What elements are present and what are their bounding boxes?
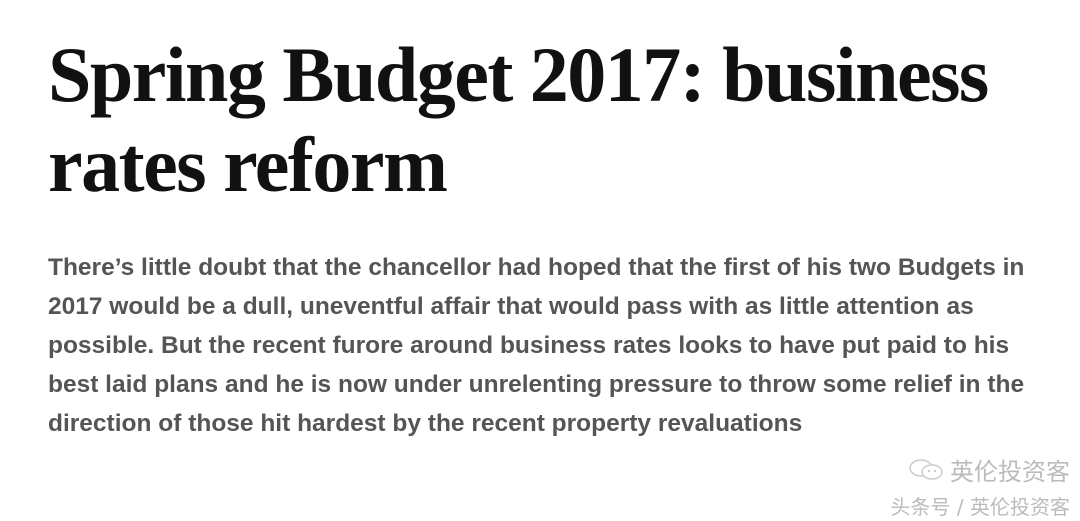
watermark: 英伦投资客 头条号 / 英伦投资客 [891,452,1070,520]
article-lede: There’s little doubt that the chancellor… [48,254,1025,437]
watermark-source: 头条号 / 英伦投资客 [890,495,1070,519]
wechat-icon [909,458,943,480]
watermark-name: 英伦投资客 [950,458,1070,486]
article-title: Spring Budget 2017: business rates refor… [48,31,989,208]
